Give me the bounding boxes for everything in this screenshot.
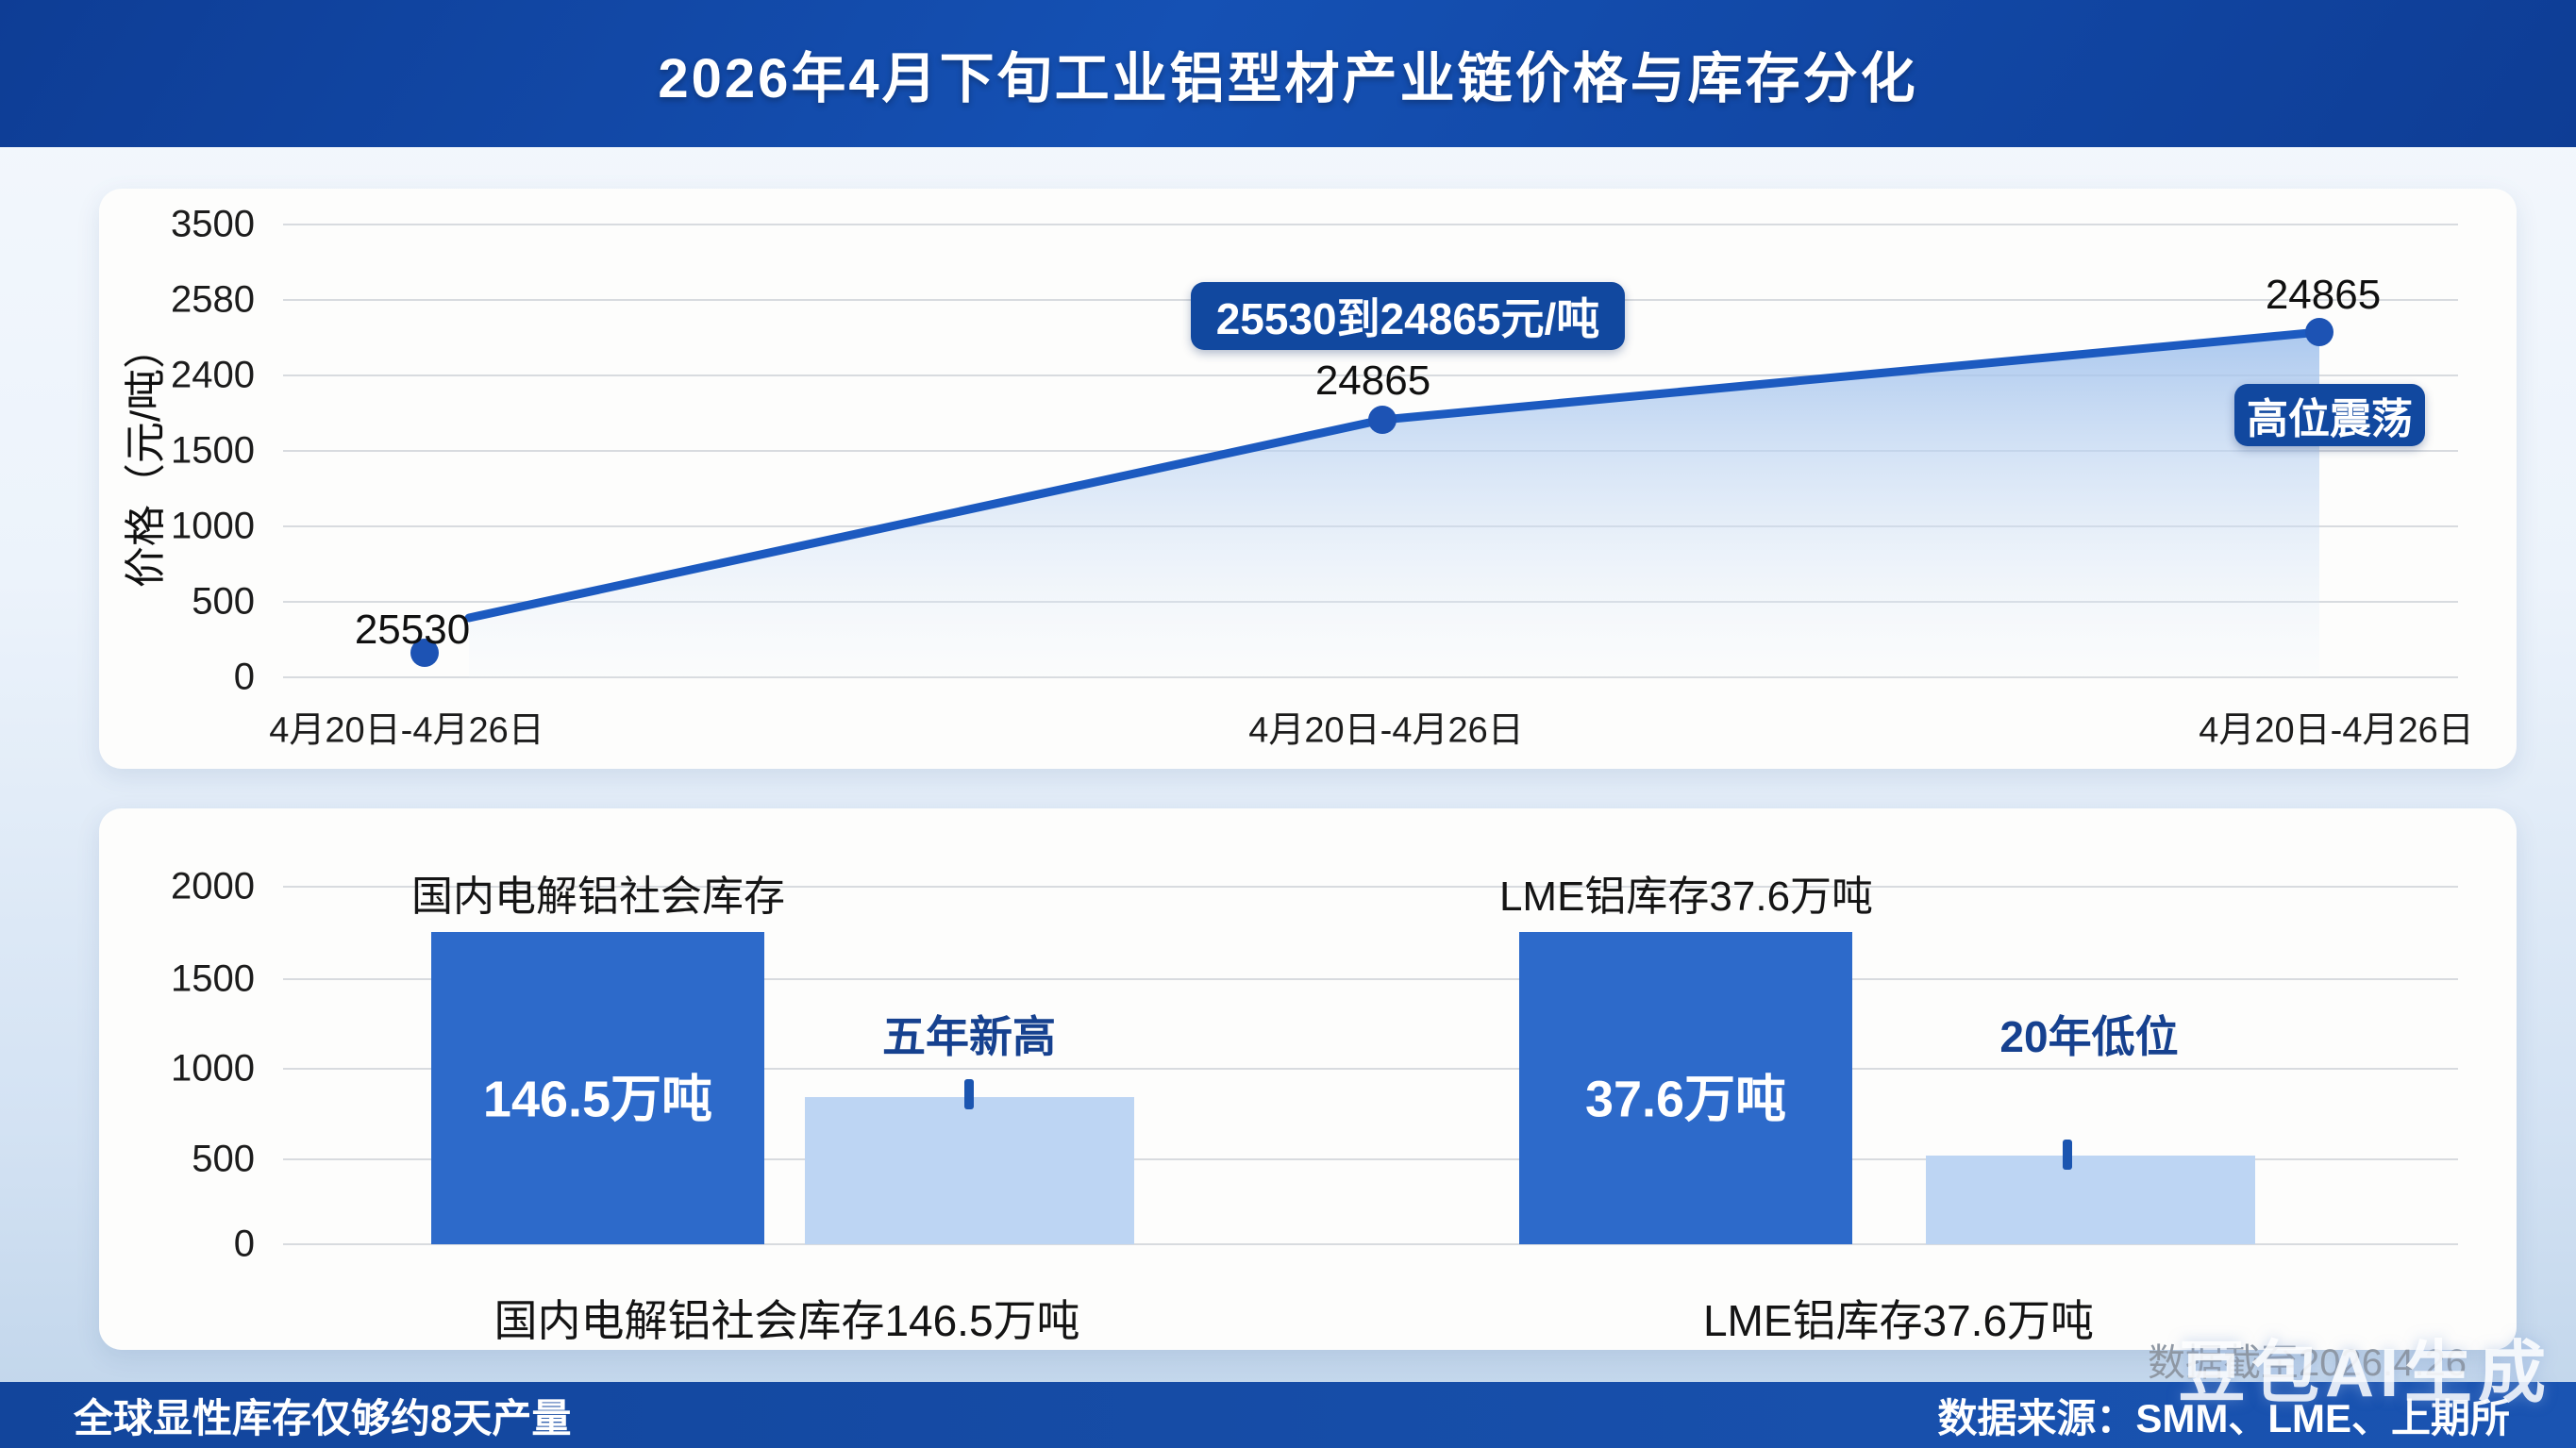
footer-bar: 全球显性库存仅够约8天产量 数据来源：SMM、LME、上期所 [0,1382,2576,1448]
title-banner: 2026年4月下旬工业铝型材产业链价格与库存分化 [0,0,2576,147]
price-chart-card [99,189,2517,769]
inventory-chart-card [99,808,2517,1350]
footer-note: 全球显性库存仅够约8天产量 [74,1395,572,1440]
page-title: 2026年4月下旬工业铝型材产业链价格与库存分化 [658,48,1918,109]
data-source: 数据来源：SMM、LME、上期所 [1937,1395,2510,1440]
data-cutoff-note: 数据截至2026.4.26 [2148,1342,2467,1384]
ai-watermark: 豆包AI生成 [2177,1336,2551,1411]
